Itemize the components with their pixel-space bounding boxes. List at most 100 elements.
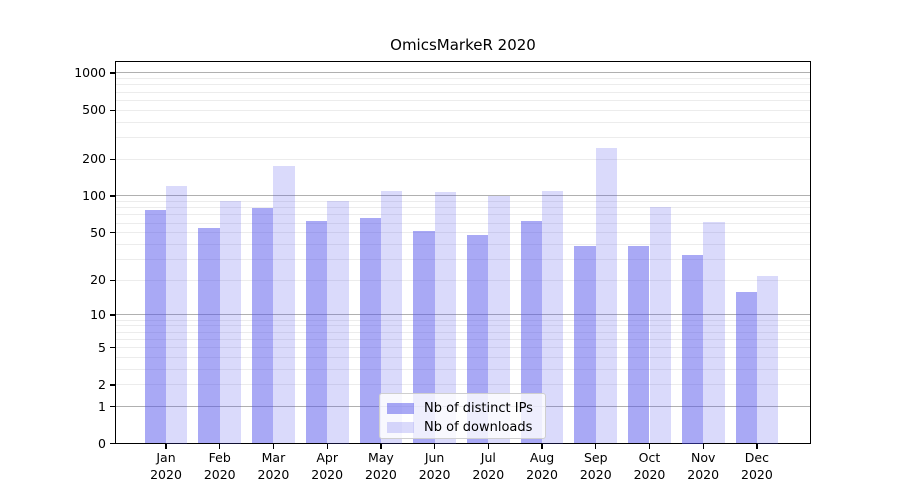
x-label-month: Nov — [690, 450, 716, 465]
x-label-month: Aug — [529, 450, 555, 465]
legend-label-distinct-ips: Nb of distinct IPs — [424, 401, 533, 416]
x-label-year: 2020 — [633, 467, 666, 482]
bar-downloads-jun — [434, 192, 456, 444]
legend-item-downloads: Nb of downloads — [387, 418, 545, 437]
gridline-minor — [116, 91, 810, 93]
y-tick-label: 5 — [98, 339, 106, 355]
x-label-year: 2020 — [364, 467, 397, 482]
legend-item-distinct-ips: Nb of distinct IPs — [387, 399, 545, 418]
x-tick-label: Jun 2020 — [407, 449, 463, 483]
x-tick-mark — [541, 444, 543, 449]
y-tick-label: 0 — [98, 435, 106, 451]
gridline-minor — [116, 319, 810, 321]
x-tick-mark — [595, 444, 597, 449]
x-tick-label: Aug 2020 — [514, 449, 570, 483]
x-tick-label: Jan 2020 — [138, 449, 194, 483]
gridline-minor — [116, 222, 810, 224]
x-label-month: Sep — [583, 450, 608, 465]
x-label-year: 2020 — [472, 467, 505, 482]
x-label-month: May — [367, 450, 394, 465]
gridline-minor — [116, 78, 810, 80]
bar-downloads-mar — [273, 166, 295, 444]
x-label-year: 2020 — [526, 467, 558, 482]
bar-ips-sep — [574, 245, 596, 444]
x-label-year: 2020 — [741, 467, 773, 482]
gridline-minor — [116, 84, 810, 86]
bar-downloads-oct — [649, 206, 671, 444]
gridline-minor — [116, 136, 810, 138]
gridline-major — [116, 314, 810, 316]
x-tick-label: Sep 2020 — [568, 449, 624, 483]
x-label-year: 2020 — [579, 467, 612, 482]
gridline-minor — [116, 109, 810, 111]
gridline-minor — [116, 347, 810, 349]
bar-downloads-dec — [756, 275, 779, 444]
x-tick-label: May 2020 — [353, 449, 409, 483]
y-tick-label: 200 — [82, 151, 106, 167]
gridline-minor — [116, 243, 810, 245]
y-tick-label: 1000 — [74, 64, 106, 80]
y-tick-mark — [110, 195, 115, 197]
y-tick-label: 100 — [82, 188, 106, 204]
x-label-month: Jan — [156, 450, 176, 465]
x-label-year: 2020 — [687, 467, 720, 482]
bar-downloads-nov — [703, 222, 725, 444]
gridline-minor — [116, 158, 810, 160]
y-tick-mark — [110, 405, 115, 408]
gridline-minor — [116, 207, 810, 209]
gridline-minor — [116, 214, 810, 216]
x-label-month: Feb — [208, 450, 231, 465]
gridline-minor — [116, 99, 810, 101]
x-tick-mark — [380, 444, 382, 449]
bar-downloads-jan — [166, 185, 188, 444]
chart-title: OmicsMarkeR 2020 — [390, 36, 536, 54]
bar-ips-aug — [520, 221, 542, 444]
y-tick-mark — [110, 443, 115, 445]
x-label-month: Jul — [480, 450, 496, 465]
legend-swatch-distinct-ips — [387, 403, 414, 414]
x-label-year: 2020 — [203, 467, 236, 482]
bar-ips-jun — [413, 230, 435, 444]
plot-area — [115, 61, 811, 444]
y-tick-mark — [110, 347, 115, 349]
x-tick-label: Jul 2020 — [460, 449, 516, 483]
x-tick-mark — [165, 444, 167, 449]
bar-ips-jul — [466, 234, 489, 444]
bar-ips-mar — [252, 207, 274, 444]
bar-downloads-jul — [488, 196, 510, 444]
x-label-month: Dec — [744, 450, 769, 465]
bar-ips-dec — [735, 291, 757, 444]
x-tick-label: Oct 2020 — [621, 449, 677, 483]
gridline-minor — [116, 201, 810, 203]
bar-ips-feb — [198, 227, 220, 444]
bar-ips-nov — [681, 254, 704, 444]
bar-ips-apr — [305, 221, 328, 444]
x-tick-label: Dec 2020 — [729, 449, 785, 483]
y-tick-mark — [110, 109, 115, 111]
x-label-year: 2020 — [311, 467, 344, 482]
gridline-minor — [116, 258, 810, 260]
y-tick-mark — [110, 232, 115, 234]
y-tick-mark — [110, 72, 115, 74]
y-tick-label: 10 — [90, 307, 106, 323]
x-tick-mark — [487, 444, 490, 449]
gridline-minor — [116, 368, 810, 370]
x-label-year: 2020 — [418, 467, 451, 482]
bar-ips-oct — [628, 245, 650, 444]
x-tick-mark — [756, 444, 758, 449]
x-label-year: 2020 — [257, 467, 290, 482]
gridline-minor — [116, 279, 810, 281]
bar-downloads-apr — [327, 200, 349, 444]
bar-downloads-aug — [542, 191, 564, 444]
x-label-month: Jun — [424, 450, 445, 465]
bar-downloads-feb — [219, 200, 242, 444]
legend-swatch-downloads — [387, 422, 414, 433]
y-tick-label: 50 — [90, 224, 106, 240]
gridline-minor — [116, 338, 810, 340]
gridline-minor — [116, 325, 810, 327]
gridline-major — [116, 72, 810, 74]
y-tick-mark — [110, 384, 115, 386]
gridline-minor — [116, 356, 810, 358]
x-tick-label: Mar 2020 — [245, 449, 301, 483]
